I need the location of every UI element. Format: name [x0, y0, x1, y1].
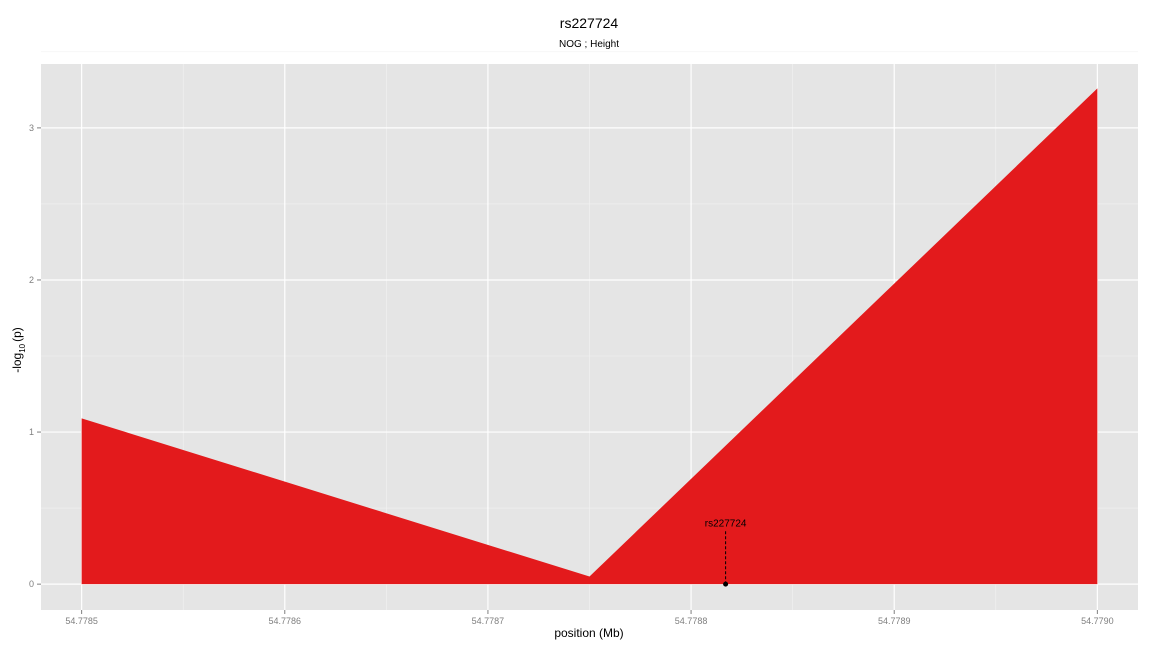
y-axis-label-tail: (p) [10, 327, 24, 342]
area-series [81, 88, 1098, 585]
y-axis-label-base: -log [10, 353, 24, 373]
x-axis-ticks: 54.7785 54.7786 54.7787 54.7788 54.7789 54.77… [65, 610, 1114, 626]
x-tick-label: 54.7786 [269, 616, 302, 626]
x-tick-label: 54.7789 [878, 616, 911, 626]
x-axis-label: position (Mb) [554, 626, 623, 640]
x-tick-label: 54.7787 [472, 616, 505, 626]
x-tick-label: 54.7790 [1081, 616, 1114, 626]
y-tick-label: 0 [29, 579, 34, 589]
y-axis-ticks: 0 1 2 3 [29, 123, 41, 589]
chart-subtitle: NOG ; Height [559, 39, 619, 50]
annotation-label: rs227724 [705, 518, 747, 529]
y-tick-label: 1 [29, 427, 34, 437]
chart-title: rs227724 [560, 15, 619, 31]
x-tick-label: 54.7788 [675, 616, 708, 626]
y-axis-label-subscript: 10 [18, 343, 27, 352]
annotation-layer: rs227724 [705, 518, 747, 587]
series-layer [81, 88, 1098, 585]
annotation-point [723, 581, 729, 587]
y-tick-label: 2 [29, 275, 34, 285]
y-axis-label: -log10(p) [10, 327, 27, 373]
y-tick-label: 3 [29, 123, 34, 133]
x-tick-label: 54.7785 [65, 616, 98, 626]
